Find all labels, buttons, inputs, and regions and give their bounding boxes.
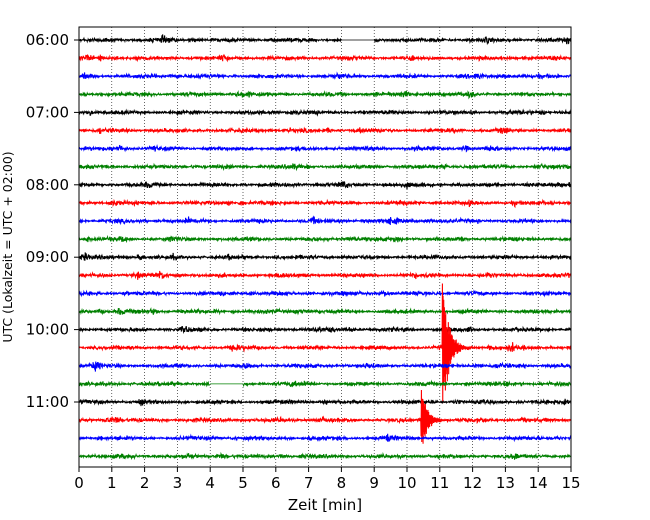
trace-0645	[78, 90, 572, 100]
x-tick-label: 2	[140, 474, 150, 492]
y-tick-label: 07:00	[26, 103, 69, 121]
trace-1130	[78, 433, 572, 443]
x-tick-label: 7	[304, 474, 314, 492]
trace-1015	[78, 283, 572, 404]
x-tick-label: 6	[271, 474, 281, 492]
x-tick-label: 10	[397, 474, 416, 492]
x-tick-label: 13	[496, 474, 515, 492]
y-tick-label: 06:00	[26, 31, 69, 49]
trace-0930	[78, 289, 572, 298]
trace-0915	[78, 270, 572, 280]
y-axis-label: UTC (Lokalzeit = UTC + 02:00)	[0, 151, 15, 342]
trace-0615	[78, 53, 572, 63]
x-axis-label: Zeit [min]	[288, 496, 362, 514]
x-tick-label: 5	[238, 474, 248, 492]
trace-1045	[78, 379, 572, 388]
trace-1030	[78, 361, 572, 372]
x-tick-label: 4	[205, 474, 215, 492]
trace-0630	[78, 71, 572, 80]
trace-0600	[78, 34, 572, 46]
trace-0800	[78, 180, 572, 190]
trace-0745	[78, 162, 572, 172]
trace-0715	[78, 126, 572, 135]
x-tick-label: 9	[369, 474, 379, 492]
trace-0830	[78, 215, 572, 226]
grid-lines	[111, 27, 539, 467]
y-axis-ticks: 06:00 07:00 08:00 09:00 10:00 11:00	[26, 31, 79, 411]
trace-0845	[78, 234, 572, 244]
y-tick-label: 10:00	[26, 321, 69, 339]
x-tick-label: 0	[74, 474, 84, 492]
traces	[78, 34, 572, 461]
trace-0900	[78, 252, 572, 261]
trace-0815	[78, 198, 572, 209]
y-tick-label: 11:00	[26, 393, 69, 411]
x-tick-label: 14	[529, 474, 548, 492]
trace-0730	[78, 144, 572, 153]
trace-1100	[78, 398, 572, 407]
x-tick-label: 15	[561, 474, 580, 492]
x-tick-label: 12	[463, 474, 482, 492]
y-tick-label: 08:00	[26, 176, 69, 194]
trace-1000	[78, 325, 572, 335]
trace-0945	[78, 307, 572, 316]
trace-1145	[78, 451, 572, 461]
y-tick-label: 09:00	[26, 248, 69, 266]
plot-frame	[78, 26, 572, 468]
trace-1115	[78, 389, 572, 444]
x-tick-label: 8	[337, 474, 347, 492]
x-tick-label: 11	[430, 474, 449, 492]
x-axis-ticks: 0 1 2 3 4 5 6 7 8 9 10 11 12 13 14 15	[74, 467, 581, 492]
trace-0700	[78, 108, 572, 117]
x-tick-label: 1	[107, 474, 117, 492]
x-tick-label: 3	[173, 474, 183, 492]
